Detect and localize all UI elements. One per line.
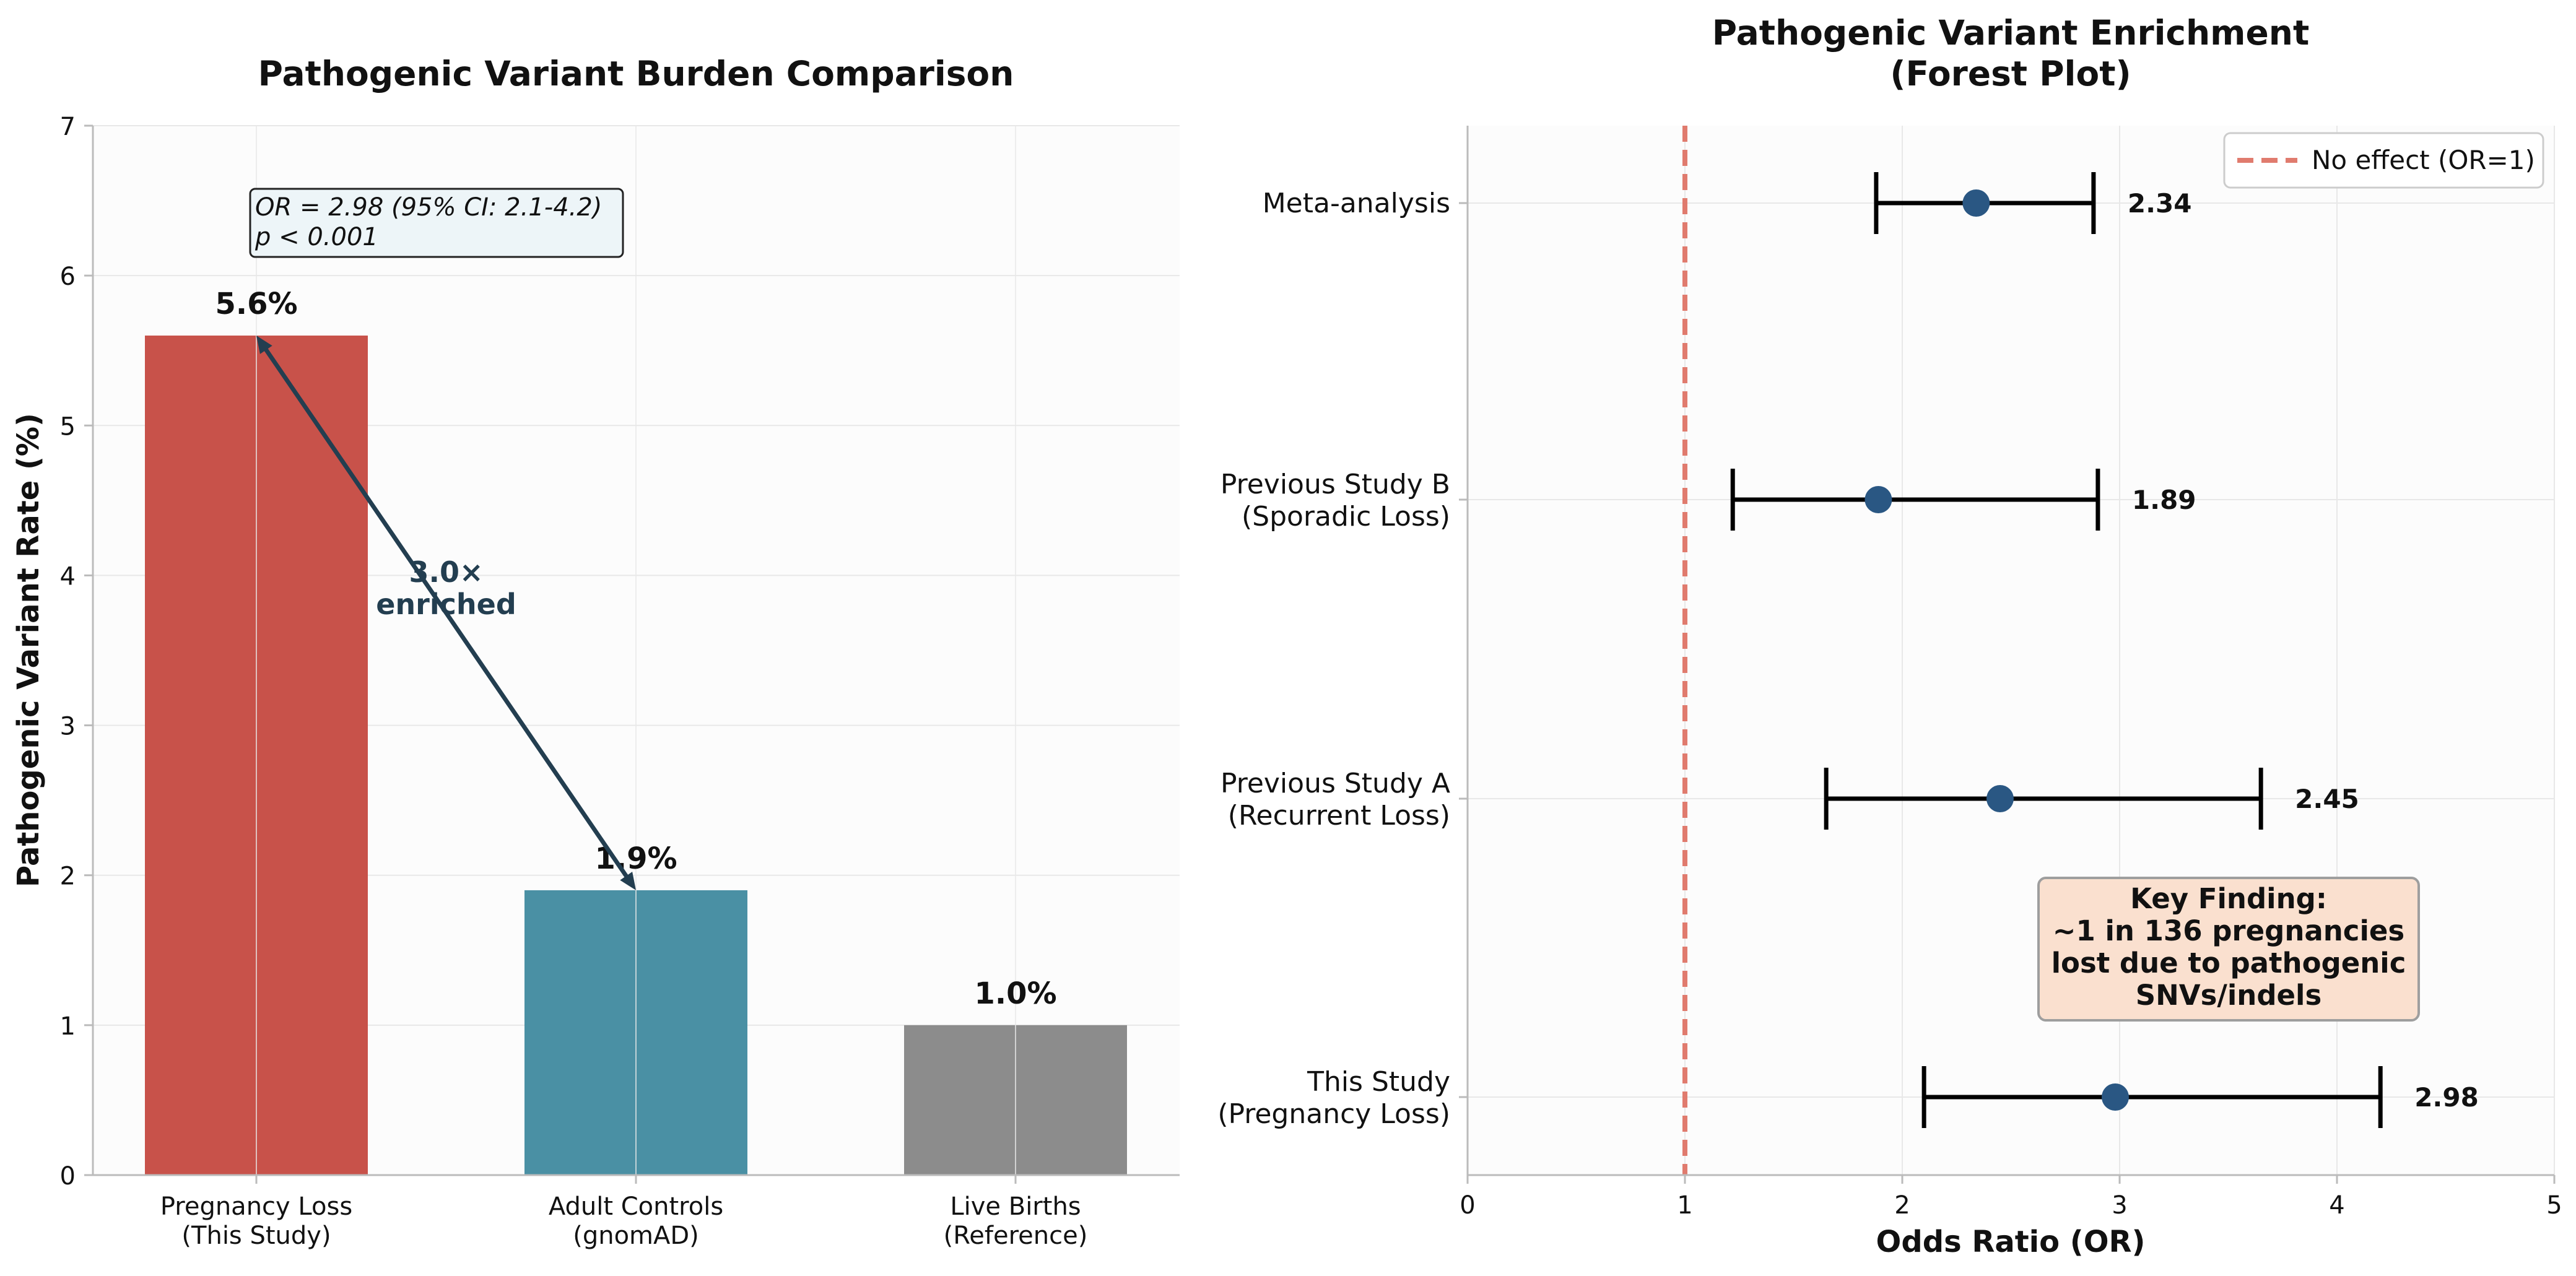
bar-y-ticks: 0 1 2 3 4 5 6 7 (60, 113, 93, 1191)
key-finding-background (2037, 877, 2420, 1022)
forest-x-tick-label: 4 (2329, 1191, 2344, 1220)
study-label: Previous Study A (1221, 768, 1450, 799)
bar-y-tick-label: 7 (60, 113, 76, 141)
bar-y-tick-label: 4 (60, 562, 76, 591)
enrichment-text-label: enriched (376, 588, 516, 621)
bar-x-tick-label: Adult Controls (549, 1192, 723, 1221)
key-finding-box: Key Finding: ~1 in 136 pregnancies lost … (2037, 877, 2420, 1022)
bar-chart-title: Pathogenic Variant Burden Comparison (258, 54, 1014, 93)
bar-x-tick-label-sub: (gnomAD) (573, 1222, 699, 1250)
study-label: This Study (1307, 1066, 1450, 1098)
study-label-sub: (Sporadic Loss) (1242, 501, 1450, 532)
study-label: Meta-analysis (1263, 188, 1450, 219)
forest-legend: No effect (OR=1) (2223, 132, 2544, 189)
forest-axes (1466, 126, 2554, 1176)
forest-y-ticks: This Study(Pregnancy Loss) Previous Study… (1217, 188, 1468, 1130)
stats-box-p-value: p < 0.001 (255, 223, 378, 251)
forest-x-tick-label: 5 (2546, 1191, 2562, 1220)
forest-x-tick-label: 0 (1460, 1191, 1475, 1220)
odds-ratio-value-label: 2.45 (2295, 784, 2359, 814)
key-finding-line-2: lost due to pathogenic (2052, 947, 2406, 979)
forest-x-tick-label: 2 (1894, 1191, 1910, 1220)
bar-value-label: 5.6% (215, 287, 297, 321)
bar-y-tick-label: 1 (60, 1012, 76, 1041)
enrichment-arrow-line (260, 342, 632, 883)
forest-title-line-1: Pathogenic Variant Enrichment (1712, 13, 2310, 53)
bar-x-tick-label-sub: (Reference) (944, 1222, 1088, 1250)
odds-ratio-value-label: 2.98 (2414, 1082, 2479, 1113)
forest-x-tick-label: 3 (2112, 1191, 2127, 1220)
forest-x-axis-label: Odds Ratio (OR) (1876, 1225, 2146, 1259)
bar-vertical-gridlines (256, 126, 1016, 1175)
bar-y-axis-label: Pathogenic Variant Rate (%) (11, 413, 46, 887)
key-finding-line-1: ~1 in 136 pregnancies (2053, 914, 2404, 947)
bar-chart-panel: 0 1 2 3 4 5 6 7 Pregnancy Loss(This Study) Adult… (11, 54, 1180, 1250)
enrichment-fold-label: 3.0× (409, 555, 483, 589)
legend-entry-no-effect: No effect (OR=1) (2312, 145, 2535, 175)
odds-ratio-point (1986, 785, 2014, 812)
bar-y-tick-label: 3 (60, 713, 76, 741)
bar-y-tick-label: 5 (60, 412, 76, 441)
key-finding-line-3: SNVs/indels (2136, 979, 2322, 1012)
odds-ratio-point (1865, 486, 1892, 513)
odds-ratio-point (1962, 189, 1990, 217)
forest-plot-panel: 2.98 2.45 1.89 2.34 0 1 2 3 4 5 This Study(Pregn… (1217, 13, 2562, 1259)
study-label-sub: (Recurrent Loss) (1228, 800, 1450, 831)
bar-x-ticks: Pregnancy Loss(This Study) Adult Controls… (160, 1175, 1087, 1250)
enrichment-arrow-head-top (256, 336, 272, 354)
enrichment-annotation: 3.0× enriched (256, 336, 636, 890)
stats-box-odds-ratio: OR = 2.98 (95% CI: 2.1-4.2) (255, 193, 602, 222)
stats-box-background (249, 188, 624, 258)
study-label-sub: (Pregnancy Loss) (1217, 1098, 1450, 1130)
bar-value-label: 1.0% (974, 976, 1056, 1011)
forest-study-marks: 2.98 2.45 1.89 2.34 (1730, 172, 2479, 1128)
bar-x-tick-label: Live Births (950, 1192, 1081, 1221)
stats-annotation-box: OR = 2.98 (95% CI: 2.1-4.2) p < 0.001 (249, 188, 624, 258)
legend-frame (2223, 132, 2544, 189)
odds-ratio-value-label: 1.89 (2132, 485, 2196, 515)
forest-x-ticks: 0 1 2 3 4 5 (1460, 1175, 2562, 1220)
forest-title-line-2: (Forest Plot) (1890, 54, 2131, 93)
bar-y-tick-label: 6 (60, 263, 76, 291)
bar-x-tick-label-sub: (This Study) (181, 1222, 331, 1250)
bar-x-tick-label: Pregnancy Loss (160, 1192, 352, 1221)
key-finding-heading: Key Finding: (2130, 882, 2327, 915)
forest-x-tick-label: 1 (1677, 1191, 1692, 1220)
odds-ratio-value-label: 2.34 (2128, 188, 2192, 219)
odds-ratio-point (2101, 1083, 2129, 1111)
bar-y-tick-label: 2 (60, 862, 76, 891)
bar-y-tick-label: 0 (60, 1162, 76, 1191)
study-label: Previous Study B (1221, 469, 1450, 500)
enrichment-arrow-head-bottom (620, 872, 636, 890)
